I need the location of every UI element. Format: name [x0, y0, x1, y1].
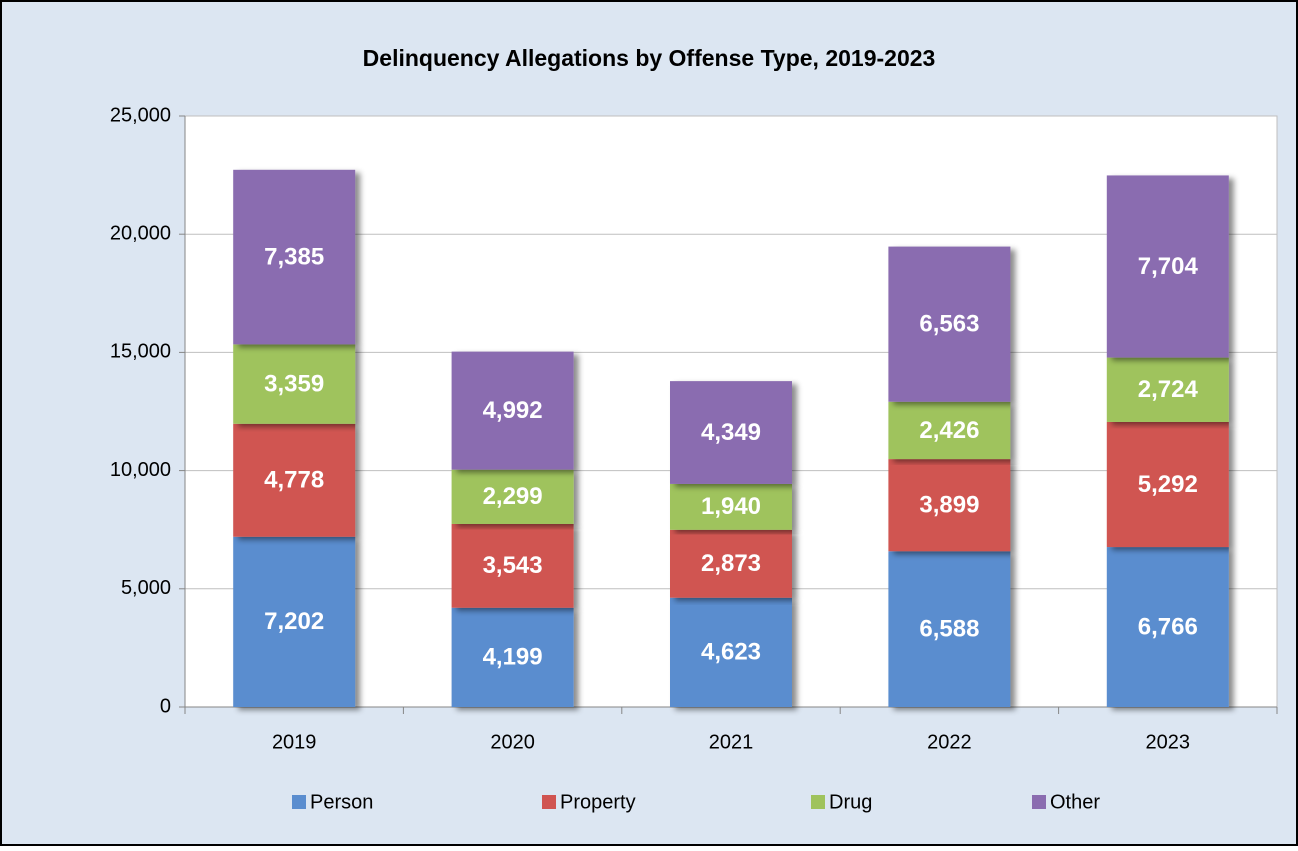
bar-segment [888, 401, 1011, 460]
bar-segment [1106, 357, 1229, 422]
bar-segment [888, 551, 1011, 707]
bar-segment [670, 597, 792, 707]
y-tick-label: 15,000 [110, 341, 171, 363]
bar-segment [233, 344, 356, 424]
data-label: 2,299 [483, 483, 543, 510]
data-label: 6,563 [919, 311, 979, 338]
bar-segment [451, 351, 574, 470]
legend-swatch [542, 795, 556, 809]
bar-segment [451, 469, 574, 524]
x-tick-label: 2019 [272, 731, 317, 753]
data-label: 4,992 [483, 397, 543, 424]
data-label: 6,588 [919, 615, 979, 642]
legend-label: Drug [829, 791, 872, 813]
data-label: 3,359 [264, 370, 324, 397]
data-label: 7,202 [264, 608, 324, 635]
bar-segment [670, 483, 792, 530]
legend-label: Person [310, 791, 373, 813]
data-label: 4,778 [264, 467, 324, 494]
y-tick-label: 25,000 [110, 104, 171, 126]
legend-swatch [292, 795, 306, 809]
bar-segment [451, 523, 574, 608]
x-tick-label: 2020 [490, 731, 535, 753]
data-label: 2,724 [1138, 376, 1199, 403]
data-label: 3,543 [483, 552, 543, 579]
bar-segment [233, 423, 356, 537]
x-tick-label: 2022 [927, 731, 972, 753]
bar-segment [1106, 175, 1229, 358]
data-label: 2,426 [919, 417, 979, 444]
y-tick-label: 20,000 [110, 222, 171, 244]
data-label: 4,349 [701, 419, 761, 446]
data-label: 6,766 [1138, 613, 1198, 640]
bar-segment [451, 607, 574, 707]
data-label: 4,623 [701, 639, 761, 666]
bar-segment [888, 246, 1011, 402]
chart-title: Delinquency Allegations by Offense Type,… [363, 45, 936, 71]
x-tick-label: 2023 [1146, 731, 1191, 753]
data-label: 5,292 [1138, 471, 1198, 498]
bar-segment [670, 381, 792, 484]
data-label: 7,385 [264, 243, 324, 270]
data-label: 1,940 [701, 493, 761, 520]
bar-segment [1106, 547, 1229, 707]
legend-swatch [811, 795, 825, 809]
data-label: 2,873 [701, 550, 761, 577]
x-tick-label: 2021 [709, 731, 754, 753]
legend-swatch [1032, 795, 1046, 809]
bar-segment [670, 529, 792, 598]
data-label: 3,899 [919, 492, 979, 519]
legend-label: Property [560, 791, 636, 813]
data-label: 7,704 [1138, 253, 1199, 280]
legend-label: Other [1050, 791, 1100, 813]
bar-segment [1106, 421, 1229, 548]
y-tick-label: 0 [160, 695, 171, 717]
y-tick-label: 10,000 [110, 459, 171, 481]
bar-segment [888, 459, 1011, 552]
bar-segment [233, 536, 356, 707]
data-label: 4,199 [483, 644, 543, 671]
y-tick-label: 5,000 [121, 577, 171, 599]
bar-segment [233, 169, 356, 345]
